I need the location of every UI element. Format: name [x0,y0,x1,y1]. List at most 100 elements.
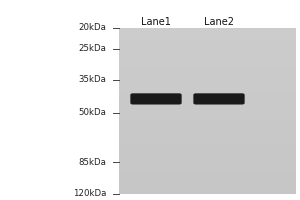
Bar [118,107,296,108]
Bar [118,117,296,118]
Bar [118,148,296,149]
Bar [118,36,296,37]
Bar [118,124,296,125]
Bar [118,177,296,178]
Bar [118,94,296,95]
Bar [118,115,296,116]
Bar [118,188,296,189]
Bar [118,86,296,87]
Bar [118,121,296,122]
Bar [118,106,296,107]
Bar [118,184,296,185]
Bar [118,189,296,190]
Bar [118,104,296,105]
Bar [118,178,296,179]
Bar [118,32,296,33]
Bar [118,80,296,81]
Bar [118,64,296,65]
Bar [118,77,296,78]
Bar [118,136,296,137]
Bar [118,66,296,67]
Bar [118,129,296,130]
Bar [118,158,296,159]
Bar [118,123,296,124]
Bar [118,83,296,84]
Bar [118,133,296,134]
Bar [118,131,296,132]
Bar [118,175,296,176]
Text: Lane1: Lane1 [141,17,171,27]
Bar [118,137,296,138]
Bar [118,145,296,146]
Bar [118,101,296,102]
Bar [118,52,296,53]
Bar [118,125,296,126]
Bar [118,163,296,164]
Bar [118,183,296,184]
Bar [118,149,296,150]
Bar [118,40,296,41]
Bar [118,109,296,110]
Bar [118,120,296,121]
Bar [118,39,296,40]
Bar [118,134,296,135]
Bar [118,132,296,133]
Bar [118,74,296,75]
Bar [118,28,296,29]
Bar [118,76,296,77]
Bar [118,190,296,191]
Bar [118,150,296,151]
Bar [118,96,296,97]
Text: 20kDa: 20kDa [79,23,106,32]
Bar [118,141,296,142]
Bar [118,186,296,187]
Bar [118,119,296,120]
Bar [118,156,296,157]
Bar [118,176,296,177]
Bar [118,51,296,52]
Bar [118,65,296,66]
Bar [118,69,296,70]
Bar [118,68,296,69]
Bar [118,33,296,34]
Bar [118,88,296,89]
Bar [118,85,296,86]
Bar [118,99,296,100]
Bar [118,41,296,42]
Bar [118,111,296,112]
Bar [118,112,296,113]
Bar [118,181,296,182]
Bar [118,135,296,136]
Bar [118,160,296,161]
Bar [118,138,296,139]
Bar [118,70,296,71]
Bar [118,73,296,74]
Bar [118,116,296,117]
Bar [118,55,296,56]
Bar [118,192,296,193]
Bar [118,79,296,80]
Bar [118,118,296,119]
Bar [118,144,296,145]
Bar [118,78,296,79]
Bar [118,102,296,103]
Bar [118,62,296,63]
Bar [118,157,296,158]
Bar [118,165,296,166]
Bar [118,174,296,175]
FancyBboxPatch shape [130,93,182,105]
Bar [118,31,296,32]
Text: 85kDa: 85kDa [79,158,106,167]
Bar [118,185,296,186]
Bar [118,103,296,104]
Bar [118,152,296,153]
Bar [118,98,296,99]
Bar [118,193,296,194]
Bar [118,113,296,114]
Bar [118,30,296,31]
Bar [118,47,296,48]
Bar [118,49,296,50]
Bar [118,162,296,163]
Bar [118,140,296,141]
Text: 25kDa: 25kDa [79,44,106,53]
